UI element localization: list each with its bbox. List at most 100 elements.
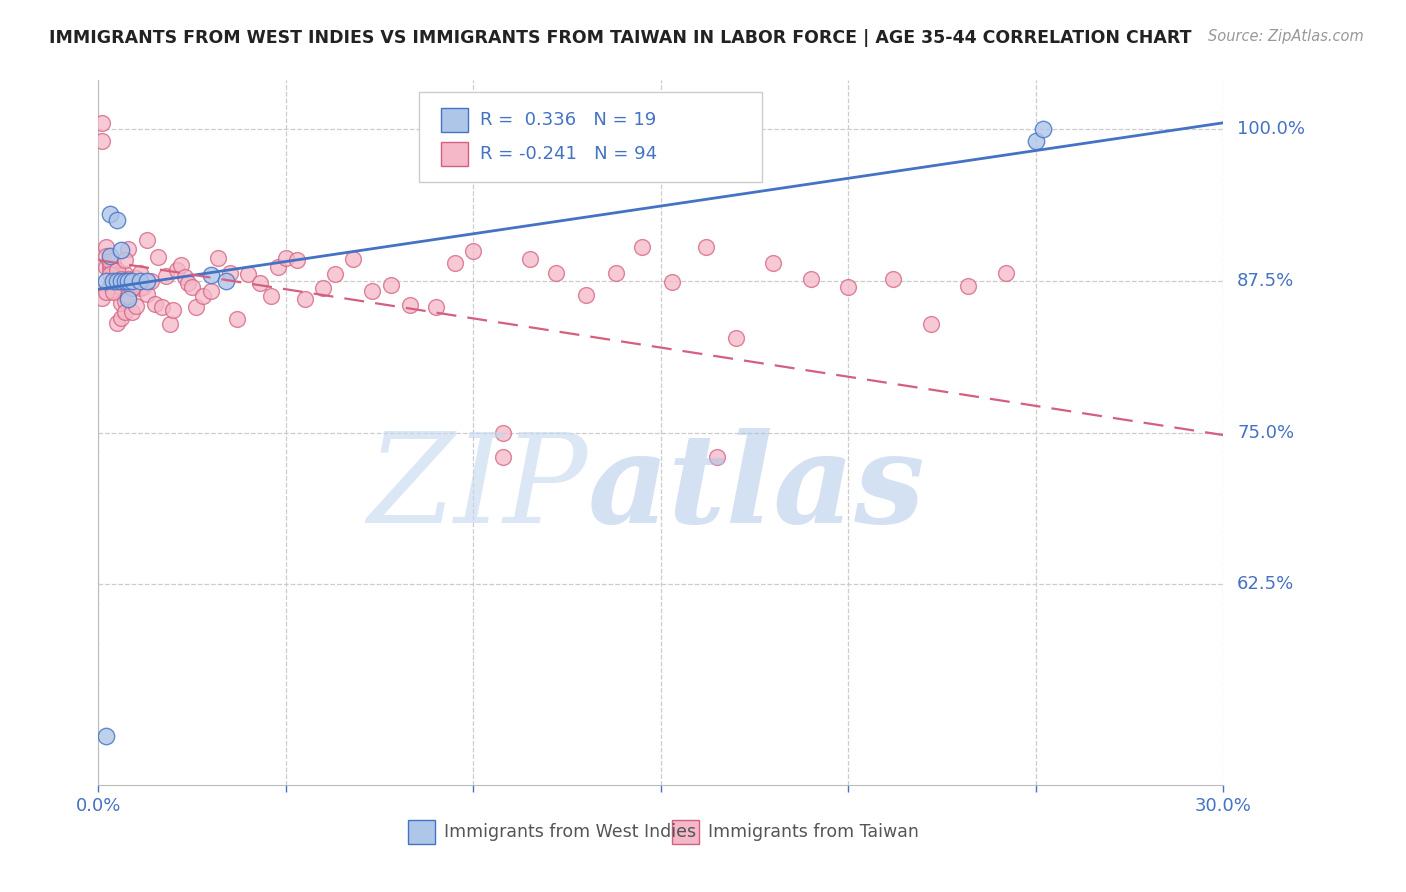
Point <box>162 302 184 317</box>
Point <box>837 280 859 294</box>
Point <box>114 252 136 267</box>
Point <box>136 286 159 301</box>
Text: atlas: atlas <box>588 428 925 549</box>
Point <box>114 267 136 281</box>
Point <box>91 292 114 306</box>
Point <box>121 305 143 319</box>
Point <box>238 267 260 281</box>
Point <box>166 263 188 277</box>
Point <box>139 274 162 288</box>
Point <box>103 261 125 276</box>
Point <box>94 285 117 299</box>
Point <box>200 268 222 282</box>
Point <box>193 289 215 303</box>
Point <box>94 240 117 254</box>
Text: R = -0.241   N = 94: R = -0.241 N = 94 <box>479 145 657 162</box>
Point <box>342 252 364 267</box>
Text: ZIP: ZIP <box>367 428 588 549</box>
Point <box>98 267 121 281</box>
Point <box>294 292 316 306</box>
Point <box>105 213 128 227</box>
Point <box>103 255 125 269</box>
Point <box>114 304 136 318</box>
Text: 75.0%: 75.0% <box>1237 424 1295 442</box>
Point <box>181 280 204 294</box>
Point <box>463 244 485 258</box>
Point <box>98 261 121 276</box>
Point <box>110 311 132 326</box>
Point <box>150 301 173 315</box>
Point <box>117 292 139 306</box>
Point <box>200 284 222 298</box>
Point <box>110 296 132 310</box>
Point <box>105 284 128 298</box>
Point <box>361 284 384 298</box>
Point <box>110 271 132 285</box>
Point <box>274 251 297 265</box>
Point <box>226 312 249 326</box>
Point <box>121 281 143 295</box>
Text: 62.5%: 62.5% <box>1237 575 1295 593</box>
Point <box>800 272 823 286</box>
Point <box>105 274 128 288</box>
Point <box>98 253 121 268</box>
Point <box>159 317 181 331</box>
Point <box>98 250 121 264</box>
Point <box>94 260 117 274</box>
Point <box>136 233 159 247</box>
Point <box>631 240 654 254</box>
Point <box>398 298 420 312</box>
Point <box>114 293 136 308</box>
Point <box>105 262 128 277</box>
Bar <box>672 821 699 844</box>
Point <box>267 260 290 275</box>
Point <box>98 207 121 221</box>
Point <box>1025 134 1047 148</box>
Point <box>575 288 598 302</box>
Point <box>103 285 125 300</box>
Point <box>173 270 195 285</box>
Point <box>148 250 170 264</box>
Point <box>1032 121 1054 136</box>
Point <box>605 266 627 280</box>
Point <box>920 317 942 331</box>
Point <box>125 271 148 285</box>
Point <box>125 299 148 313</box>
Point <box>762 256 785 270</box>
Point <box>312 280 335 294</box>
Point <box>184 300 207 314</box>
Text: Immigrants from West Indies: Immigrants from West Indies <box>444 823 696 841</box>
Point <box>380 277 402 292</box>
Point <box>117 272 139 286</box>
Point <box>285 253 308 268</box>
Point <box>110 280 132 294</box>
Point <box>110 244 132 258</box>
Bar <box>408 821 434 844</box>
Point <box>114 274 136 288</box>
Point <box>91 116 114 130</box>
Point <box>110 274 132 288</box>
Point <box>425 300 447 314</box>
Point <box>215 274 238 288</box>
Bar <box>441 142 468 166</box>
Point <box>661 275 683 289</box>
Point <box>94 250 117 264</box>
Text: R =  0.336   N = 19: R = 0.336 N = 19 <box>479 111 657 128</box>
Point <box>103 284 125 298</box>
Point <box>121 279 143 293</box>
Point <box>117 272 139 286</box>
Point <box>94 274 117 288</box>
Point <box>260 288 283 302</box>
Point <box>128 266 150 280</box>
Point <box>94 730 117 744</box>
Point <box>91 134 114 148</box>
Point <box>695 239 717 253</box>
Point <box>957 278 980 293</box>
Point <box>98 278 121 293</box>
FancyBboxPatch shape <box>419 92 762 183</box>
Point <box>519 252 541 266</box>
Point <box>121 274 143 288</box>
Point <box>724 331 747 345</box>
Text: Source: ZipAtlas.com: Source: ZipAtlas.com <box>1208 29 1364 45</box>
Point <box>994 266 1017 280</box>
